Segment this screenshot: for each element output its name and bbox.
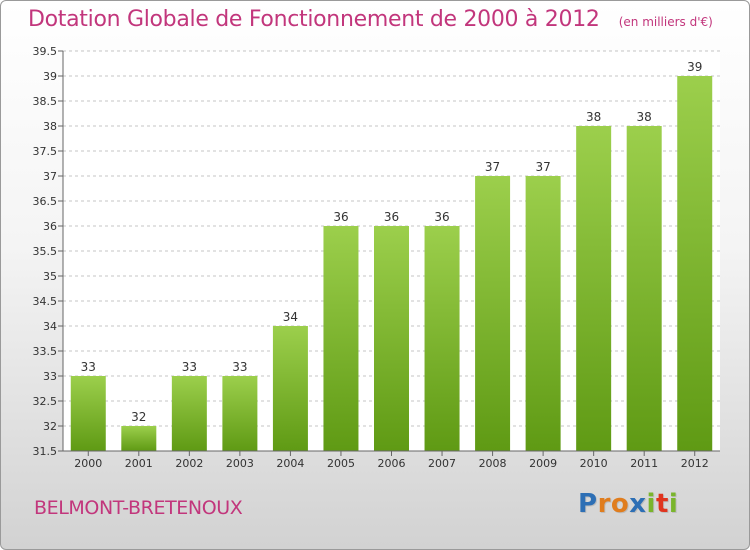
bar [222,376,258,451]
x-tick-label: 2009 [529,457,557,470]
bar-value-label: 38 [586,110,601,124]
y-tick-label: 35.5 [33,245,58,258]
y-tick-label: 34.5 [33,295,58,308]
x-tick-label: 2011 [630,457,658,470]
bar [70,376,106,451]
bar [121,426,157,451]
x-tick-label: 2000 [74,457,102,470]
logo-letter: P [578,489,598,519]
bar-value-label: 33 [232,360,247,374]
bar-value-label: 36 [434,210,449,224]
y-tick-label: 33 [43,370,57,383]
x-tick-label: 2008 [479,457,507,470]
x-tick-label: 2004 [276,457,304,470]
bar [323,226,359,451]
y-tick-label: 37 [43,170,57,183]
y-tick-label: 34 [43,320,57,333]
unit-label: (en milliers d'€) [618,15,713,29]
logo-letter: i [668,489,679,519]
x-tick-label: 2010 [580,457,608,470]
x-tick-label: 2001 [125,457,153,470]
y-tick-label: 38.5 [33,95,58,108]
y-tick-label: 33.5 [33,345,58,358]
bar [171,376,207,451]
bar-value-label: 37 [485,160,500,174]
proxiti-logo: Proxiti [578,489,678,519]
bar-value-label: 38 [637,110,652,124]
logo-letter: t [655,489,669,519]
bar [626,126,662,451]
bar-value-label: 33 [81,360,96,374]
logo-letter: r [597,489,611,519]
chart-title: Dotation Globale de Fonctionnement de 20… [28,7,600,32]
y-tick-label: 37.5 [33,145,58,158]
y-tick-label: 31.5 [33,445,58,458]
bar-value-label: 32 [131,410,146,424]
bar [525,176,561,451]
y-tick-label: 36 [43,220,57,233]
bar [374,226,409,451]
bar-value-label: 36 [384,210,399,224]
y-tick-label: 39.5 [33,45,58,58]
bar [424,226,460,451]
bar-value-label: 34 [283,310,298,324]
y-tick-label: 35 [43,270,57,283]
x-tick-label: 2006 [378,457,406,470]
y-tick-label: 32 [43,420,57,433]
title-row: Dotation Globale de Fonctionnement de 20… [28,7,713,32]
bar-value-label: 33 [182,360,197,374]
commune-name: BELMONT-BRETENOUX [34,497,243,519]
x-tick-label: 2012 [681,457,709,470]
x-tick-label: 2002 [175,457,203,470]
bar-value-label: 39 [687,60,702,74]
y-tick-label: 38 [43,120,57,133]
bar [475,176,511,451]
logo-letter: x [629,489,647,519]
y-tick-label: 39 [43,70,57,83]
bar [272,326,308,451]
x-tick-label: 2007 [428,457,456,470]
y-tick-label: 32.5 [33,395,58,408]
bar [677,76,713,451]
x-tick-label: 2003 [226,457,254,470]
logo-letter: i [646,489,656,519]
bar-value-label: 37 [535,160,550,174]
bar [576,126,612,451]
y-tick-label: 36.5 [33,195,58,208]
x-tick-label: 2005 [327,457,355,470]
bar-value-label: 36 [333,210,348,224]
logo-letter: o [610,489,630,519]
